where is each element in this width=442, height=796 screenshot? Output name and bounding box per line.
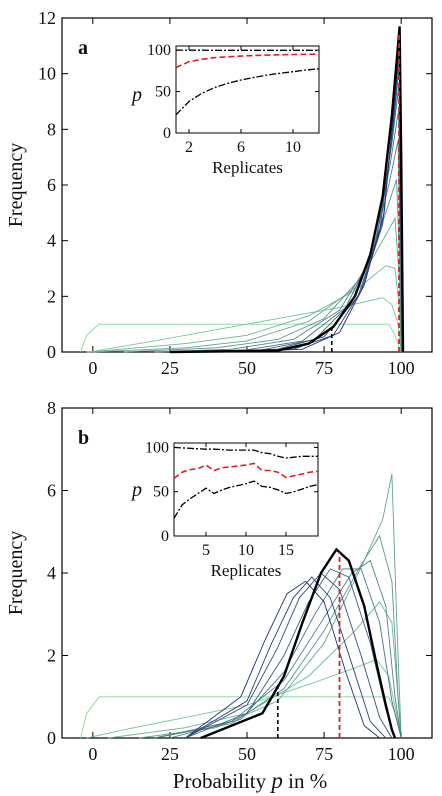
y-axis-label: Frequency — [5, 143, 27, 227]
x-tick-label: 100 — [388, 744, 415, 764]
y-tick-label: 10 — [38, 64, 56, 84]
panel-label: a — [78, 37, 88, 59]
x-tick-label: 50 — [238, 358, 256, 378]
inset-y-tick-label: 50 — [153, 484, 169, 501]
series-line — [154, 559, 402, 739]
x-tick-label: 75 — [315, 358, 333, 378]
x-label-part: Probability — [173, 769, 272, 793]
series-line — [86, 659, 402, 739]
y-tick-label: 8 — [47, 119, 56, 139]
x-tick-label: 25 — [161, 358, 179, 378]
inset-x-tick-label: 6 — [237, 139, 245, 156]
x-tick-label: 75 — [315, 744, 333, 764]
series-line — [80, 323, 402, 353]
inset-mode-line — [173, 462, 319, 480]
series-line — [154, 534, 402, 739]
series-line — [86, 297, 402, 353]
y-tick-label: 4 — [47, 563, 56, 583]
inset-frame — [175, 45, 320, 134]
x-tick-label: 100 — [388, 358, 415, 378]
inset-y-label: p — [130, 84, 142, 106]
y-tick-label: 4 — [47, 231, 56, 251]
inset-y-tick-label: 0 — [161, 528, 169, 545]
highlight-curve — [200, 547, 397, 740]
series-line — [169, 568, 402, 739]
inset-y-tick-label: 50 — [155, 84, 171, 101]
inset: 5 10 15 0 50 100 Replicates p — [130, 439, 319, 580]
y-tick-label: 12 — [38, 8, 56, 28]
series-line — [185, 580, 380, 739]
inset-y-label: p — [130, 479, 142, 501]
x-axis-label: Probability p in % — [173, 768, 327, 793]
inset-lower-line — [173, 480, 319, 519]
inset-y-tick-label: 100 — [145, 439, 169, 456]
y-tick-label: 6 — [47, 175, 56, 195]
x-tick-label: 0 — [88, 744, 97, 764]
inset-y-tick-label: 0 — [163, 125, 171, 142]
y-axis-label: Frequency — [5, 531, 27, 615]
inset-x-label: Replicates — [212, 158, 283, 177]
inset-x-tick-label: 15 — [278, 542, 294, 559]
y-tick-label: 8 — [47, 398, 56, 418]
inset-upper-line — [173, 446, 318, 459]
x-tick-label: 0 — [88, 358, 97, 378]
inset-x-tick-label: 10 — [285, 139, 301, 156]
inset-x-tick-label: 2 — [185, 139, 193, 156]
inset-y-tick-label: 100 — [147, 42, 171, 59]
series-line — [185, 568, 396, 739]
y-tick-label: 2 — [47, 286, 56, 306]
inset-x-tick-label: 5 — [202, 542, 210, 559]
x-tick-label: 50 — [238, 744, 256, 764]
series-line — [123, 179, 402, 353]
highlight-curve — [169, 26, 405, 354]
x-tick-label: 25 — [161, 744, 179, 764]
inset-x-tick-label: 10 — [238, 542, 254, 559]
y-tick-label: 2 — [47, 646, 56, 666]
inset-x-label: Replicates — [211, 561, 282, 580]
inset-frame — [173, 442, 319, 537]
y-tick-label: 6 — [47, 481, 56, 501]
x-label-symbol: p — [269, 768, 283, 793]
panel-b: 0 25 50 75 100 0 2 4 6 8 Frequency b 5 10 15 0 50 100 Repl… — [5, 398, 433, 764]
panel-label: b — [78, 427, 89, 449]
y-tick-label: 0 — [47, 342, 56, 362]
series-line — [185, 576, 387, 739]
inset-mode-line — [175, 53, 320, 69]
inset-lower-line — [175, 68, 320, 116]
y-tick-label: 0 — [47, 728, 56, 748]
x-label-part: in % — [283, 769, 327, 793]
series-line — [86, 265, 402, 353]
